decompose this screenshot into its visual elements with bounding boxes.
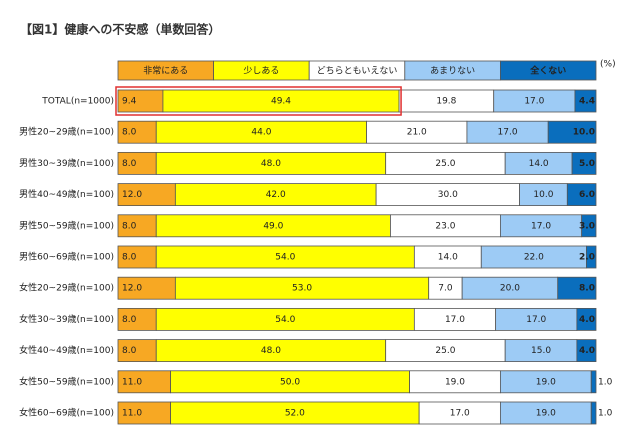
bar-segment bbox=[586, 245, 597, 269]
value-label: 17.0 bbox=[450, 409, 470, 419]
bar-segment bbox=[581, 214, 597, 238]
value-label: 19.8 bbox=[436, 97, 456, 107]
value-label: 8.0 bbox=[122, 253, 137, 263]
value-label: 23.0 bbox=[435, 221, 455, 231]
value-label: 12.0 bbox=[122, 190, 142, 200]
value-label: 20.0 bbox=[500, 284, 520, 294]
value-label: 11.0 bbox=[122, 409, 142, 419]
value-label: 5.0 bbox=[579, 159, 595, 169]
bar-segment bbox=[547, 120, 597, 144]
value-label: 22.0 bbox=[524, 253, 544, 263]
value-label: 25.0 bbox=[435, 346, 455, 356]
value-label: 8.0 bbox=[579, 284, 595, 294]
value-label: 49.0 bbox=[263, 221, 283, 231]
value-label: 12.0 bbox=[122, 284, 142, 294]
value-label: 6.0 bbox=[579, 190, 595, 200]
value-label: 17.0 bbox=[526, 315, 546, 325]
value-label: 19.0 bbox=[536, 409, 556, 419]
category-label: 男性40~49歳(n=100) bbox=[19, 188, 114, 200]
legend-label: 非常にある bbox=[143, 65, 188, 77]
category-label: 女性50~59歳(n=100) bbox=[19, 375, 114, 387]
value-label: 8.0 bbox=[122, 346, 137, 356]
bar-segment bbox=[590, 401, 597, 425]
highlight-frame bbox=[115, 86, 402, 116]
bar-segment bbox=[571, 151, 597, 175]
value-label: 4.0 bbox=[579, 315, 595, 325]
value-label: 30.0 bbox=[438, 190, 458, 200]
value-label: 21.0 bbox=[407, 128, 427, 138]
value-label: 49.4 bbox=[271, 97, 291, 107]
unit-label: (%) bbox=[600, 60, 616, 70]
value-label: 7.0 bbox=[438, 284, 453, 294]
value-label: 1.0 bbox=[598, 409, 613, 419]
category-label: 女性40~49歳(n=100) bbox=[19, 344, 114, 356]
value-label: 17.0 bbox=[498, 128, 518, 138]
category-label: TOTAL(n=1000) bbox=[41, 97, 114, 107]
bar-segment bbox=[557, 276, 597, 300]
bar-segment bbox=[574, 89, 597, 113]
category-label: 男性60~69歳(n=100) bbox=[19, 251, 114, 263]
value-label: 1.0 bbox=[598, 377, 613, 387]
bar-segment bbox=[590, 370, 597, 394]
value-label: 17.0 bbox=[524, 97, 544, 107]
value-label: 10.0 bbox=[573, 128, 595, 138]
value-label: 54.0 bbox=[275, 315, 295, 325]
value-label: 48.0 bbox=[261, 159, 281, 169]
value-label: 19.0 bbox=[445, 377, 465, 387]
value-label: 4.4 bbox=[579, 97, 595, 107]
value-label: 42.0 bbox=[266, 190, 286, 200]
value-label: 14.0 bbox=[438, 253, 458, 263]
value-label: 8.0 bbox=[122, 221, 137, 231]
category-label: 男性20~29歳(n=100) bbox=[19, 126, 114, 138]
value-label: 19.0 bbox=[536, 377, 556, 387]
value-label: 10.0 bbox=[533, 190, 553, 200]
bar-segment bbox=[576, 339, 597, 363]
bar-segment bbox=[566, 183, 597, 207]
category-label: 女性60~69歳(n=100) bbox=[19, 407, 114, 419]
value-label: 17.0 bbox=[445, 315, 465, 325]
value-label: 11.0 bbox=[122, 377, 142, 387]
value-label: 44.0 bbox=[251, 128, 271, 138]
category-label: 女性20~29歳(n=100) bbox=[19, 282, 114, 294]
value-label: 15.0 bbox=[531, 346, 551, 356]
value-label: 4.0 bbox=[579, 346, 595, 356]
bar-segment bbox=[576, 307, 597, 331]
category-label: 男性50~59歳(n=100) bbox=[19, 219, 114, 231]
value-label: 14.0 bbox=[529, 159, 549, 169]
legend-label: 少しある bbox=[243, 66, 279, 77]
value-label: 17.0 bbox=[531, 221, 551, 231]
value-label: 9.4 bbox=[122, 97, 137, 107]
value-label: 8.0 bbox=[122, 128, 137, 138]
category-label: 男性30~39歳(n=100) bbox=[19, 157, 114, 169]
legend-label: 全くない bbox=[529, 65, 566, 77]
legend-label: どちらともいえない bbox=[317, 66, 398, 77]
legend-label: あまりない bbox=[430, 66, 475, 77]
legend-swatch bbox=[499, 60, 597, 81]
category-label: 女性30~39歳(n=100) bbox=[19, 313, 114, 325]
value-label: 54.0 bbox=[275, 253, 295, 263]
value-label: 2.0 bbox=[579, 253, 595, 263]
value-label: 48.0 bbox=[261, 346, 281, 356]
chart-title: 【図1】健康への不安感（単数回答） bbox=[20, 22, 220, 37]
value-label: 8.0 bbox=[122, 315, 137, 325]
value-label: 25.0 bbox=[435, 159, 455, 169]
value-label: 8.0 bbox=[122, 159, 137, 169]
value-label: 3.0 bbox=[579, 221, 595, 231]
value-label: 53.0 bbox=[292, 284, 312, 294]
value-label: 52.0 bbox=[285, 409, 305, 419]
value-label: 50.0 bbox=[280, 377, 300, 387]
